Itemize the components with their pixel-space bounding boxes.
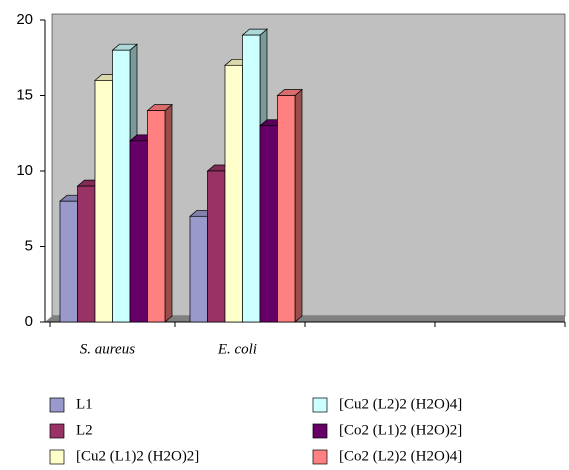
bar-front [59, 200, 78, 323]
bar-front [277, 95, 296, 323]
bar-side [164, 103, 173, 323]
y-tick-label: 20 [16, 11, 33, 28]
bar-front [94, 80, 113, 323]
y-tick-label: 0 [25, 313, 33, 330]
legend-swatch [312, 397, 328, 413]
bar-front [77, 185, 96, 323]
bar-front [224, 64, 243, 323]
legend-label: [Co2 (L1)2 (H2O)2] [339, 422, 462, 438]
bar-front [147, 110, 166, 323]
bar [276, 88, 303, 323]
bar-front [112, 49, 131, 323]
legend-swatch [49, 423, 65, 439]
legend-swatch [312, 449, 328, 465]
x-tick-label: E. coli [217, 341, 257, 357]
bar-front [207, 170, 226, 323]
legend-label: [Co2 (L2)2 (H2O)4] [339, 448, 462, 464]
legend-label: [Cu2 (L2)2 (H2O)4] [339, 396, 462, 412]
x-tick-label: S. aureus [80, 341, 135, 357]
floor [45, 316, 565, 322]
bar-side [294, 88, 303, 323]
bar [146, 103, 173, 323]
legend-swatch [312, 423, 328, 439]
bar-front [129, 140, 148, 323]
legend-label: [Cu2 (L1)2 (H2O)2] [76, 448, 199, 464]
legend-swatch [49, 397, 65, 413]
y-tick-label: 15 [16, 86, 33, 103]
legend-swatch [49, 449, 65, 465]
legend-label: L2 [76, 422, 93, 438]
y-tick-label: 10 [16, 162, 33, 179]
y-tick-label: 5 [25, 237, 33, 254]
bar-front [259, 125, 278, 323]
legend-label: L1 [76, 396, 93, 412]
bar-front [189, 215, 208, 323]
bar-front [242, 34, 261, 323]
